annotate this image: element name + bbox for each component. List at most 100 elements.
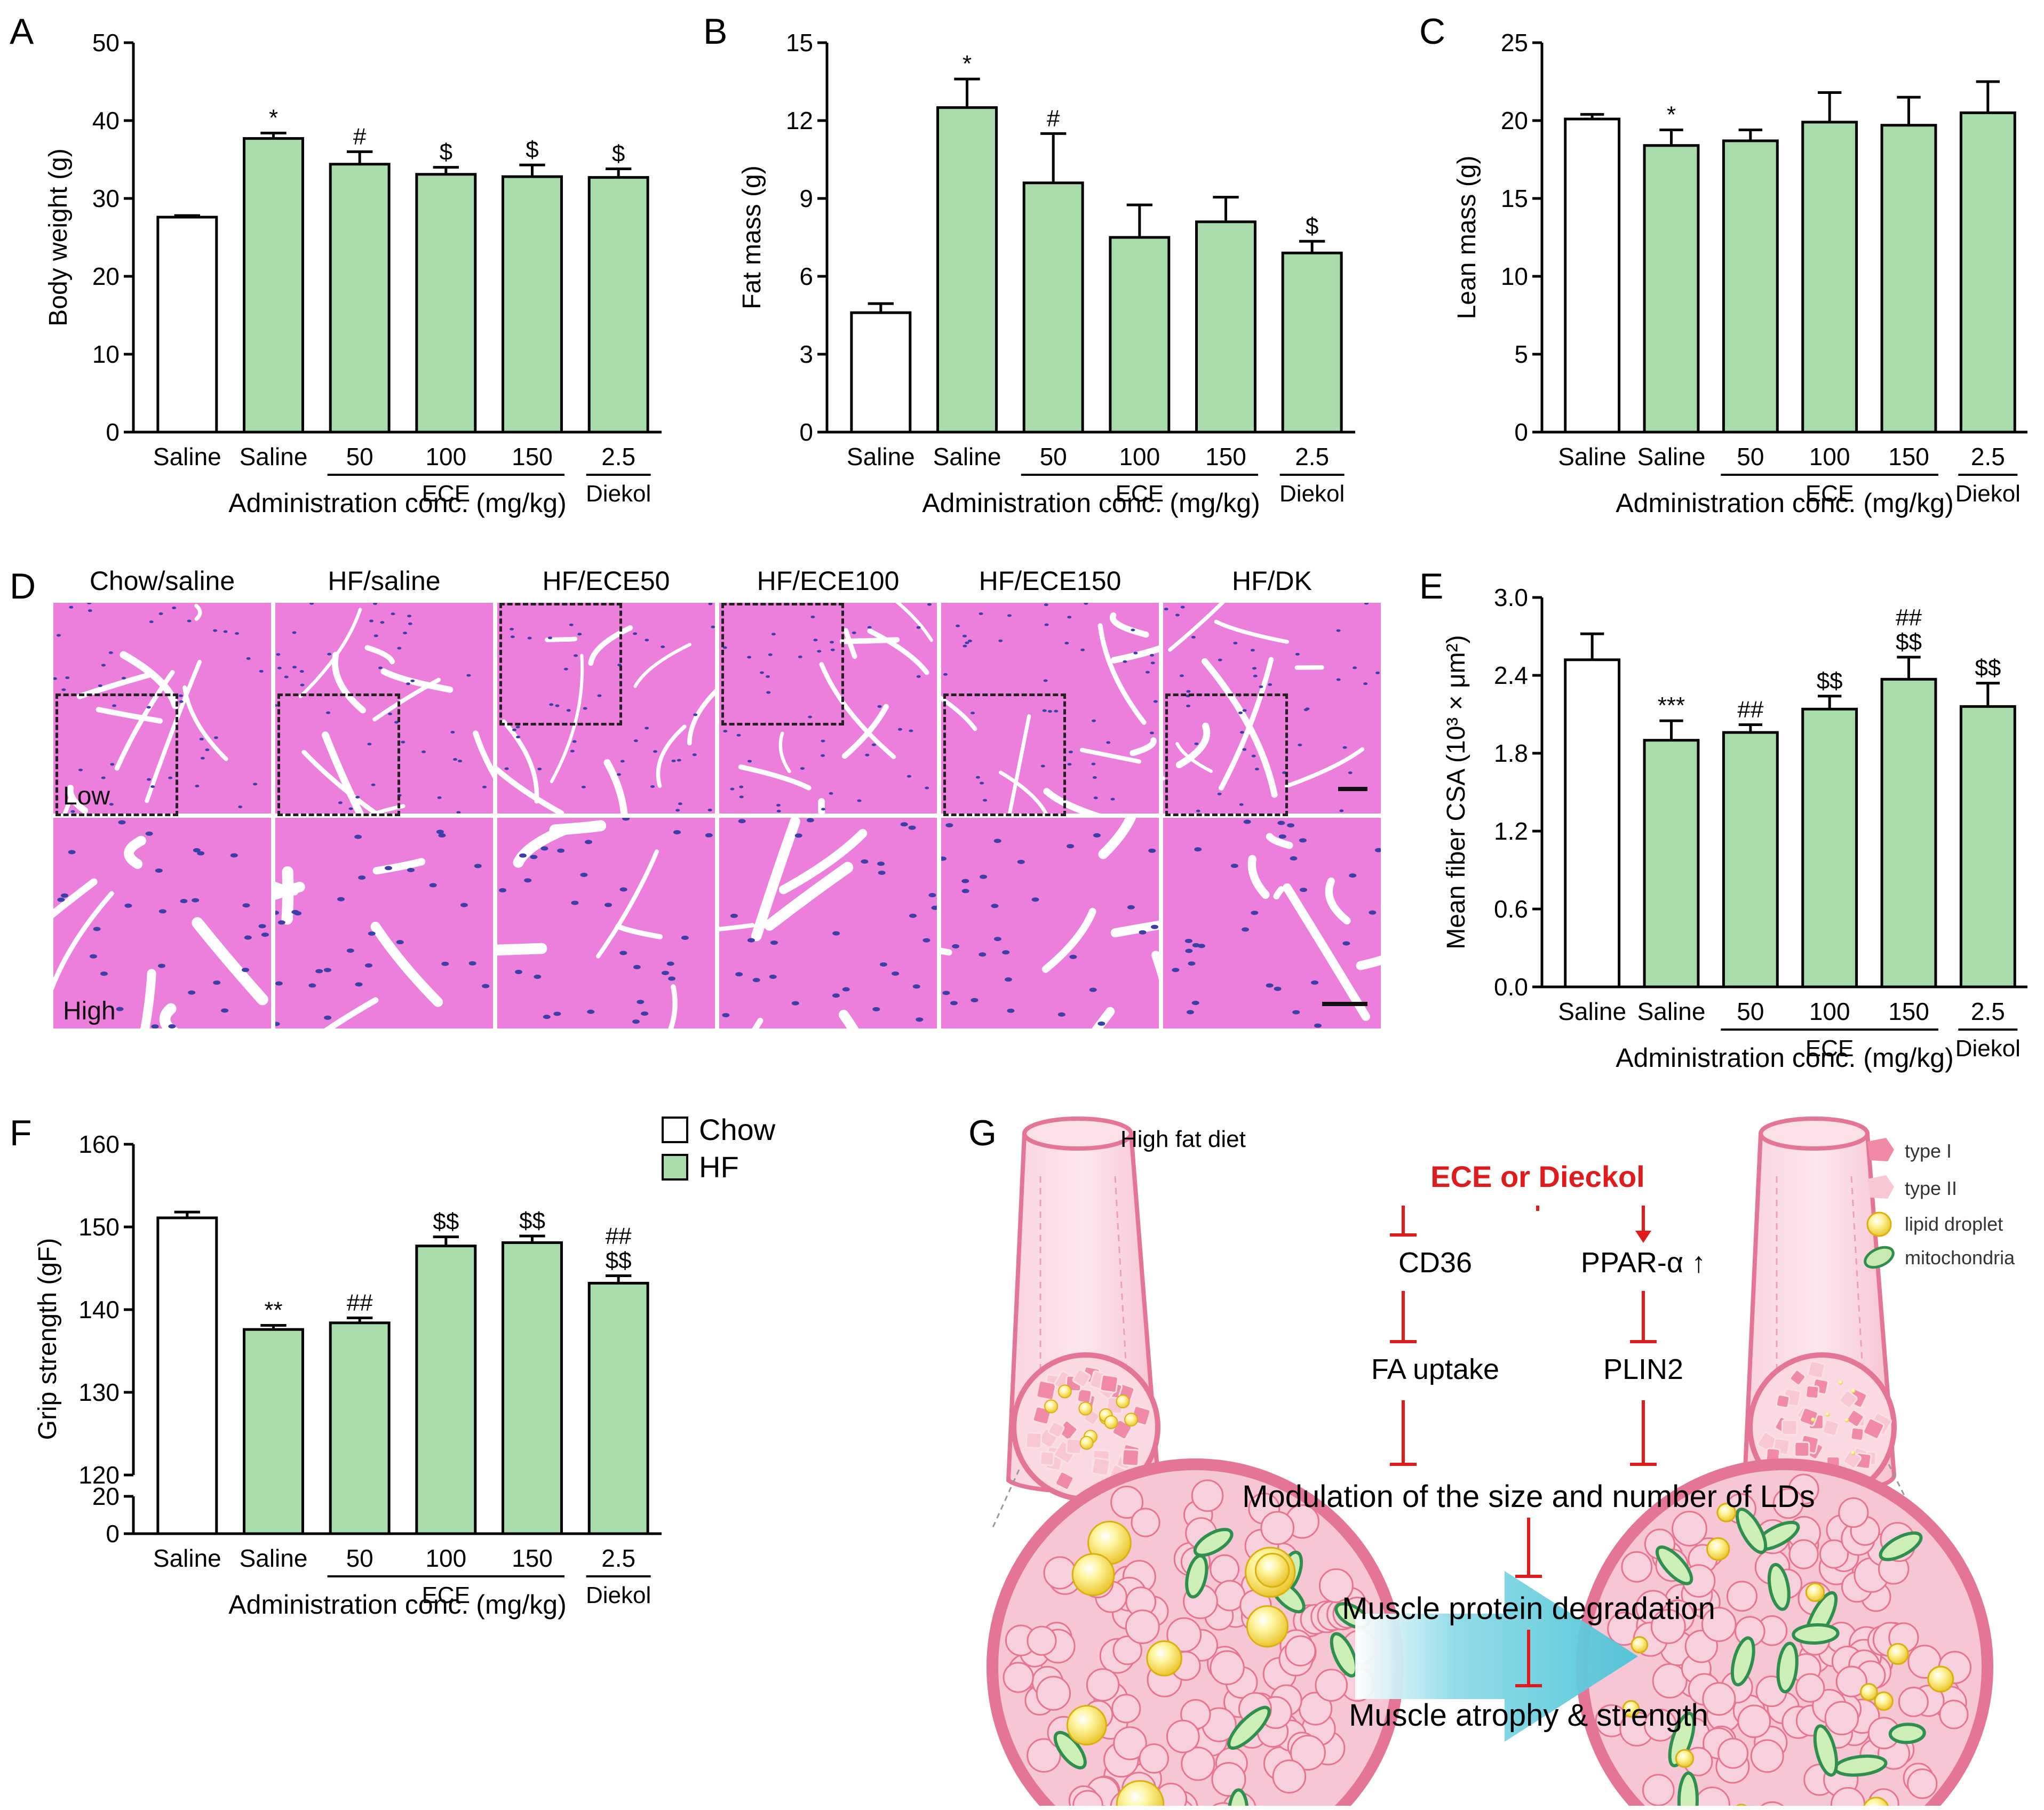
nucleus: [355, 795, 360, 799]
y-tick-label: 15: [786, 29, 813, 57]
bar: [1022, 181, 1084, 434]
nucleus: [637, 1000, 645, 1004]
mitochondrion: [1227, 1788, 1249, 1806]
nucleus: [800, 767, 805, 770]
significance-mark: $: [1306, 213, 1318, 239]
nucleus: [1131, 628, 1135, 632]
nucleus: [292, 666, 297, 669]
x-tick-label: 2.5: [1295, 443, 1329, 471]
zoom-region-box: [277, 693, 400, 816]
tissue-texture: [1163, 603, 1380, 812]
fiber-cell: [1863, 1417, 1885, 1440]
nucleus: [1191, 636, 1196, 639]
nucleus: [242, 903, 250, 908]
lipid-droplet: [1254, 1552, 1290, 1588]
nucleus: [146, 706, 151, 709]
nucleus: [151, 1024, 159, 1028]
y-tick-label: 9: [799, 185, 813, 212]
bar: [329, 163, 391, 434]
nucleus: [1239, 803, 1244, 806]
tissue-texture: [941, 818, 1159, 1028]
fiber-cell: [1290, 1735, 1326, 1771]
fiber-cell: [1807, 1360, 1826, 1379]
nucleus: [879, 962, 887, 967]
nucleus: [309, 603, 314, 605]
nucleus: [61, 688, 66, 691]
fiber-gap: [1151, 951, 1159, 980]
y-tick-label: 120: [78, 1461, 120, 1489]
nucleus: [338, 801, 343, 804]
nucleus: [1186, 690, 1191, 693]
fiber-gap: [324, 997, 379, 1028]
fiber-gap: [380, 668, 454, 693]
ppar-arrowhead: [1635, 1231, 1651, 1243]
chart-lean-mass: 0 5 10 15 20 25 Lean mass (g) Saline * Saline 50 10…: [1453, 29, 2027, 518]
fiber-gap: [941, 696, 977, 731]
nucleus: [916, 626, 921, 629]
ece-group-label: ECE: [422, 481, 470, 507]
lipid-droplet: [1124, 1413, 1139, 1427]
nucleus: [441, 961, 449, 966]
nucleus: [1097, 1021, 1105, 1026]
nucleus: [403, 632, 408, 635]
nucleus: [172, 607, 177, 610]
nucleus: [572, 740, 577, 743]
nucleus: [1349, 873, 1357, 878]
nucleus: [61, 893, 69, 898]
fiber-gap: [738, 764, 812, 791]
nucleus: [437, 796, 442, 799]
lipid-droplet: [1079, 1436, 1094, 1450]
fiber-gap: [301, 749, 380, 814]
mitochondrion: [1668, 1711, 1696, 1767]
nucleus: [1300, 888, 1308, 892]
nucleus: [1238, 711, 1243, 714]
nucleus: [1084, 603, 1088, 605]
x-tick-label: 2.5: [1971, 443, 2005, 471]
nucleus: [1278, 834, 1286, 839]
y-tick-label: 150: [78, 1213, 120, 1241]
fiber-gap: [299, 608, 362, 698]
nucleus: [739, 795, 744, 799]
fiber-gap: [1283, 883, 1371, 1021]
bar: [1109, 236, 1171, 434]
nucleus: [808, 715, 813, 719]
nucleus: [70, 810, 75, 813]
fiber-cell: [1621, 1551, 1653, 1583]
fiber-cell: [1650, 1609, 1686, 1645]
nucleus: [1031, 897, 1039, 902]
nucleus: [1266, 983, 1274, 988]
nucleus: [410, 679, 415, 682]
significance-mark: #: [1047, 105, 1060, 131]
nucleus: [952, 944, 960, 948]
y-tick-label: 12: [786, 107, 813, 134]
fiber-gap: [501, 719, 539, 804]
fiber-gap: [1079, 747, 1142, 764]
fiber-cell: [1850, 1426, 1865, 1441]
legend-lipid-droplet: lipid droplet: [1905, 1213, 2003, 1235]
nucleus: [892, 971, 900, 976]
fiber-gap: [275, 881, 305, 900]
nucleus: [971, 712, 975, 715]
nucleus: [358, 875, 366, 880]
nucleus: [371, 783, 376, 786]
mitochondrion: [1776, 1641, 1799, 1694]
fiber-cell: [1212, 1802, 1234, 1806]
fiber-cell: [1139, 1743, 1170, 1774]
diekol-group-label: Diekol: [1955, 481, 2021, 507]
nucleus: [584, 840, 592, 844]
fiber-gap: [124, 835, 146, 869]
nucleus: [1290, 856, 1298, 861]
nucleus: [1123, 660, 1127, 663]
schematic-diagram: High fat diet ECE or Dieckol CD36 PPAR-α…: [987, 1117, 2015, 1806]
fiber-cell: [1315, 1669, 1348, 1702]
nucleus: [1277, 820, 1285, 825]
nucleus: [150, 785, 155, 788]
nucleus: [1342, 746, 1347, 749]
nucleus: [668, 976, 676, 981]
nucleus: [693, 713, 698, 716]
nucleus: [524, 878, 532, 883]
legend-label-hf: HF: [699, 1150, 739, 1184]
nucleus: [759, 671, 764, 674]
nucleus: [1180, 605, 1185, 609]
nucleus: [570, 749, 575, 753]
